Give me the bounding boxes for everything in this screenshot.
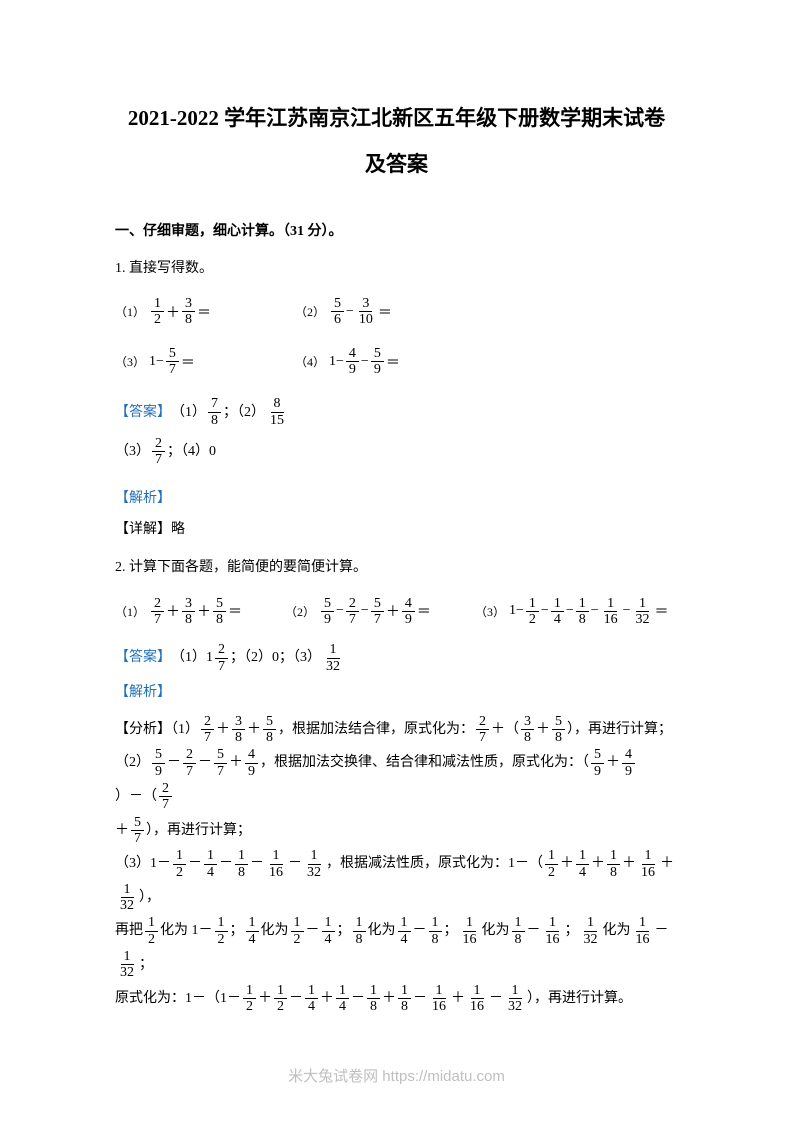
q2-analysis-l5: 原式化为：1－（1－ 12 ＋ 12 － 14 ＋ 14 － 18 ＋ 18 －… [115, 982, 678, 1016]
q2-stem: 2. 计算下面各题，能简便的要简便计算。 [115, 557, 678, 579]
q2-analysis-l2b: ＋ 57 ），再进行计算； [115, 814, 678, 848]
q2-analysis-label: 【解析】 [115, 681, 678, 701]
q2-analysis-l1: 【分析】（1） 27 ＋ 38 ＋ 58 ，根据加法结合律，原式化为： 27 ＋… [115, 713, 678, 747]
q1-row2: （3） 1− 57 ＝ （4） 1− 49 − 59 ＝ [115, 346, 678, 378]
answer-label: 【答案】 [115, 396, 171, 430]
q1-answer-line1: 【答案】 （1） 78 ；（2） 815 [115, 396, 678, 430]
q1-answer-line2: （3） 27 ；（4）0 [115, 435, 678, 469]
q1-n3: （3） [115, 353, 145, 370]
q1-n2: （2） [295, 303, 325, 320]
q1-n1: （1） [115, 303, 145, 320]
q1-stem: 1. 直接写得数。 [115, 258, 678, 280]
q2-row: （1） 27 ＋ 38 ＋ 58 ＝ （2） 59 − 27 − 57 ＋ 49… [115, 596, 678, 628]
page-title-main: 2021-2022 学年江苏南京江北新区五年级下册数学期末试卷 [115, 100, 678, 138]
q1-n4: （4） [295, 353, 325, 370]
q1-analysis-detail: 【详解】略 [115, 519, 678, 541]
q2-analysis-l2a: （2） 59 － 27 － 57 ＋ 49 ，根据加法交换律、结合律和减法性质，… [115, 746, 678, 813]
q1-row1: （1） 12 ＋ 38 ＝ （2） 56 − 310 ＝ [115, 296, 678, 328]
page-title-sub: 及答案 [115, 146, 678, 184]
q2-answer: 【答案】 （1）1 27 ；（2）0；（3） 132 [115, 641, 678, 675]
q2-analysis-l4: 再把 12 化为 1－ 12 ； 14 化为 12 － 14 ； 18 化为 1… [115, 914, 678, 981]
q1-analysis-label: 【解析】 [115, 487, 678, 507]
q2-analysis-l3: （3）1－ 12 － 14 － 18 － 116 － 132 ，根据减法性质，原… [115, 847, 678, 914]
watermark: 米大兔试卷网 https://midatu.com [0, 1065, 793, 1086]
section-header: 一、仔细审题，细心计算。（31 分）。 [115, 220, 678, 240]
